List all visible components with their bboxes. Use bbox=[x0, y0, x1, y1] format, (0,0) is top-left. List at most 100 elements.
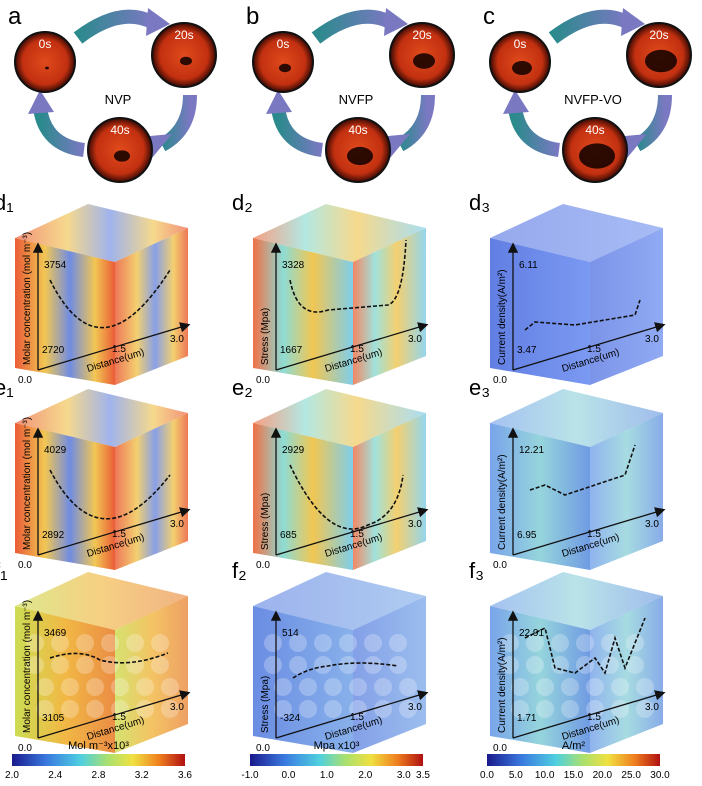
sphere bbox=[399, 678, 417, 696]
sphere bbox=[76, 634, 94, 652]
origin: 0.0 bbox=[18, 560, 32, 571]
time-label: 40s bbox=[348, 123, 367, 137]
profile-curve bbox=[49, 652, 169, 664]
colorbar bbox=[250, 754, 423, 766]
time-label: 20s bbox=[174, 28, 193, 42]
sphere bbox=[274, 700, 292, 718]
sphere bbox=[136, 678, 154, 696]
colorbar-unit: Mol m⁻³x10³ bbox=[68, 740, 129, 752]
sphere bbox=[586, 700, 604, 718]
cube-front bbox=[15, 606, 115, 753]
x-mid: 1.5 bbox=[350, 529, 364, 540]
x-end: 3.0 bbox=[408, 519, 422, 530]
panel: d₃ Current density(A/m²) 6.11 3.47 1.5 3.0 0.0… bbox=[469, 190, 666, 386]
y-axis-label: Molar concentration (mol m⁻³) bbox=[22, 417, 33, 550]
cube-top bbox=[15, 204, 188, 262]
cube-right bbox=[590, 228, 663, 385]
x-mid: 1.5 bbox=[112, 344, 126, 355]
profile-curve bbox=[524, 617, 646, 675]
x-end: 3.0 bbox=[645, 334, 659, 345]
sphere bbox=[526, 656, 544, 674]
colorbar-tick: 25.0 bbox=[621, 770, 641, 781]
dark-spot bbox=[279, 63, 291, 73]
cube-right bbox=[115, 413, 188, 570]
colorbar bbox=[487, 754, 660, 766]
x-mid: 1.5 bbox=[350, 712, 364, 723]
sphere bbox=[61, 700, 79, 718]
panel: d₁ Molar concentration (mol m⁻³) 3754 2720 1… bbox=[0, 190, 191, 386]
sphere bbox=[314, 656, 332, 674]
dark-spot bbox=[114, 150, 130, 162]
arrow bbox=[396, 94, 435, 152]
x-end: 3.0 bbox=[408, 702, 422, 713]
x-mid: 1.5 bbox=[112, 712, 126, 723]
time-label: 0s bbox=[277, 37, 290, 51]
sphere bbox=[636, 678, 654, 696]
colorbar-tick: 3.5 bbox=[416, 770, 430, 781]
cube-right bbox=[115, 596, 188, 753]
sphere bbox=[389, 656, 407, 674]
x-axis bbox=[37, 690, 191, 739]
colorbar-tick: 10.0 bbox=[535, 770, 555, 781]
sphere bbox=[299, 700, 317, 718]
disc bbox=[252, 31, 314, 93]
sphere bbox=[339, 634, 357, 652]
y-high: 3469 bbox=[44, 628, 67, 639]
sphere bbox=[536, 678, 554, 696]
x-axis bbox=[512, 322, 666, 371]
y-low: 1.71 bbox=[517, 713, 537, 724]
x-end: 3.0 bbox=[408, 334, 422, 345]
cube-top bbox=[253, 572, 426, 630]
y-high: 3328 bbox=[282, 260, 305, 271]
disc bbox=[151, 22, 217, 88]
dark-spot bbox=[180, 56, 192, 66]
sphere bbox=[36, 678, 54, 696]
cube-front bbox=[490, 423, 590, 570]
arrow bbox=[311, 9, 394, 44]
panel-label: f₂ bbox=[232, 558, 247, 583]
x-end: 3.0 bbox=[170, 334, 184, 345]
x-end: 3.0 bbox=[645, 702, 659, 713]
sphere bbox=[364, 656, 382, 674]
x-axis bbox=[512, 690, 666, 739]
sphere bbox=[626, 656, 644, 674]
colorbar-unit: A/m² bbox=[562, 740, 586, 752]
cube-top bbox=[490, 204, 663, 262]
cube-top bbox=[490, 572, 663, 630]
colorbar-unit: Mpa x10³ bbox=[314, 740, 360, 752]
sphere bbox=[51, 656, 69, 674]
y-axis-label: Molar concentration (mol m⁻³) bbox=[22, 232, 33, 365]
x-axis bbox=[37, 507, 191, 556]
x-axis bbox=[275, 690, 429, 739]
panel: f₃ Current density(A/m²) 22.91 1.71 1.5 3.0 0.… bbox=[469, 558, 666, 754]
colorbar bbox=[12, 754, 185, 766]
sphere bbox=[551, 634, 569, 652]
sphere bbox=[374, 678, 392, 696]
sphere bbox=[561, 700, 579, 718]
cube-front bbox=[253, 423, 353, 570]
sphere bbox=[126, 634, 144, 652]
sphere bbox=[289, 634, 307, 652]
material-label: NVP bbox=[105, 92, 132, 107]
y-axis-label: Stress (Mpa) bbox=[260, 493, 271, 550]
sphere bbox=[36, 700, 54, 718]
x-end: 3.0 bbox=[170, 702, 184, 713]
material-label: NVFP-VO bbox=[564, 92, 622, 107]
arrow bbox=[548, 9, 631, 44]
dark-spot bbox=[413, 53, 435, 69]
cube-right bbox=[353, 228, 426, 385]
y-low: 6.95 bbox=[517, 530, 537, 541]
colorbar-tick: 0.0 bbox=[480, 770, 494, 781]
dark-spot bbox=[512, 61, 532, 75]
colorbar-tick: 2.8 bbox=[92, 770, 106, 781]
sphere bbox=[501, 656, 519, 674]
disc bbox=[14, 31, 76, 93]
origin: 0.0 bbox=[493, 560, 507, 571]
y-low: 2892 bbox=[42, 530, 65, 541]
arrow-head bbox=[146, 8, 170, 36]
sphere bbox=[324, 700, 342, 718]
y-axis-label: Molar concentration (mol m⁻³) bbox=[22, 600, 33, 733]
sphere bbox=[611, 678, 629, 696]
arrow-head bbox=[28, 90, 54, 114]
